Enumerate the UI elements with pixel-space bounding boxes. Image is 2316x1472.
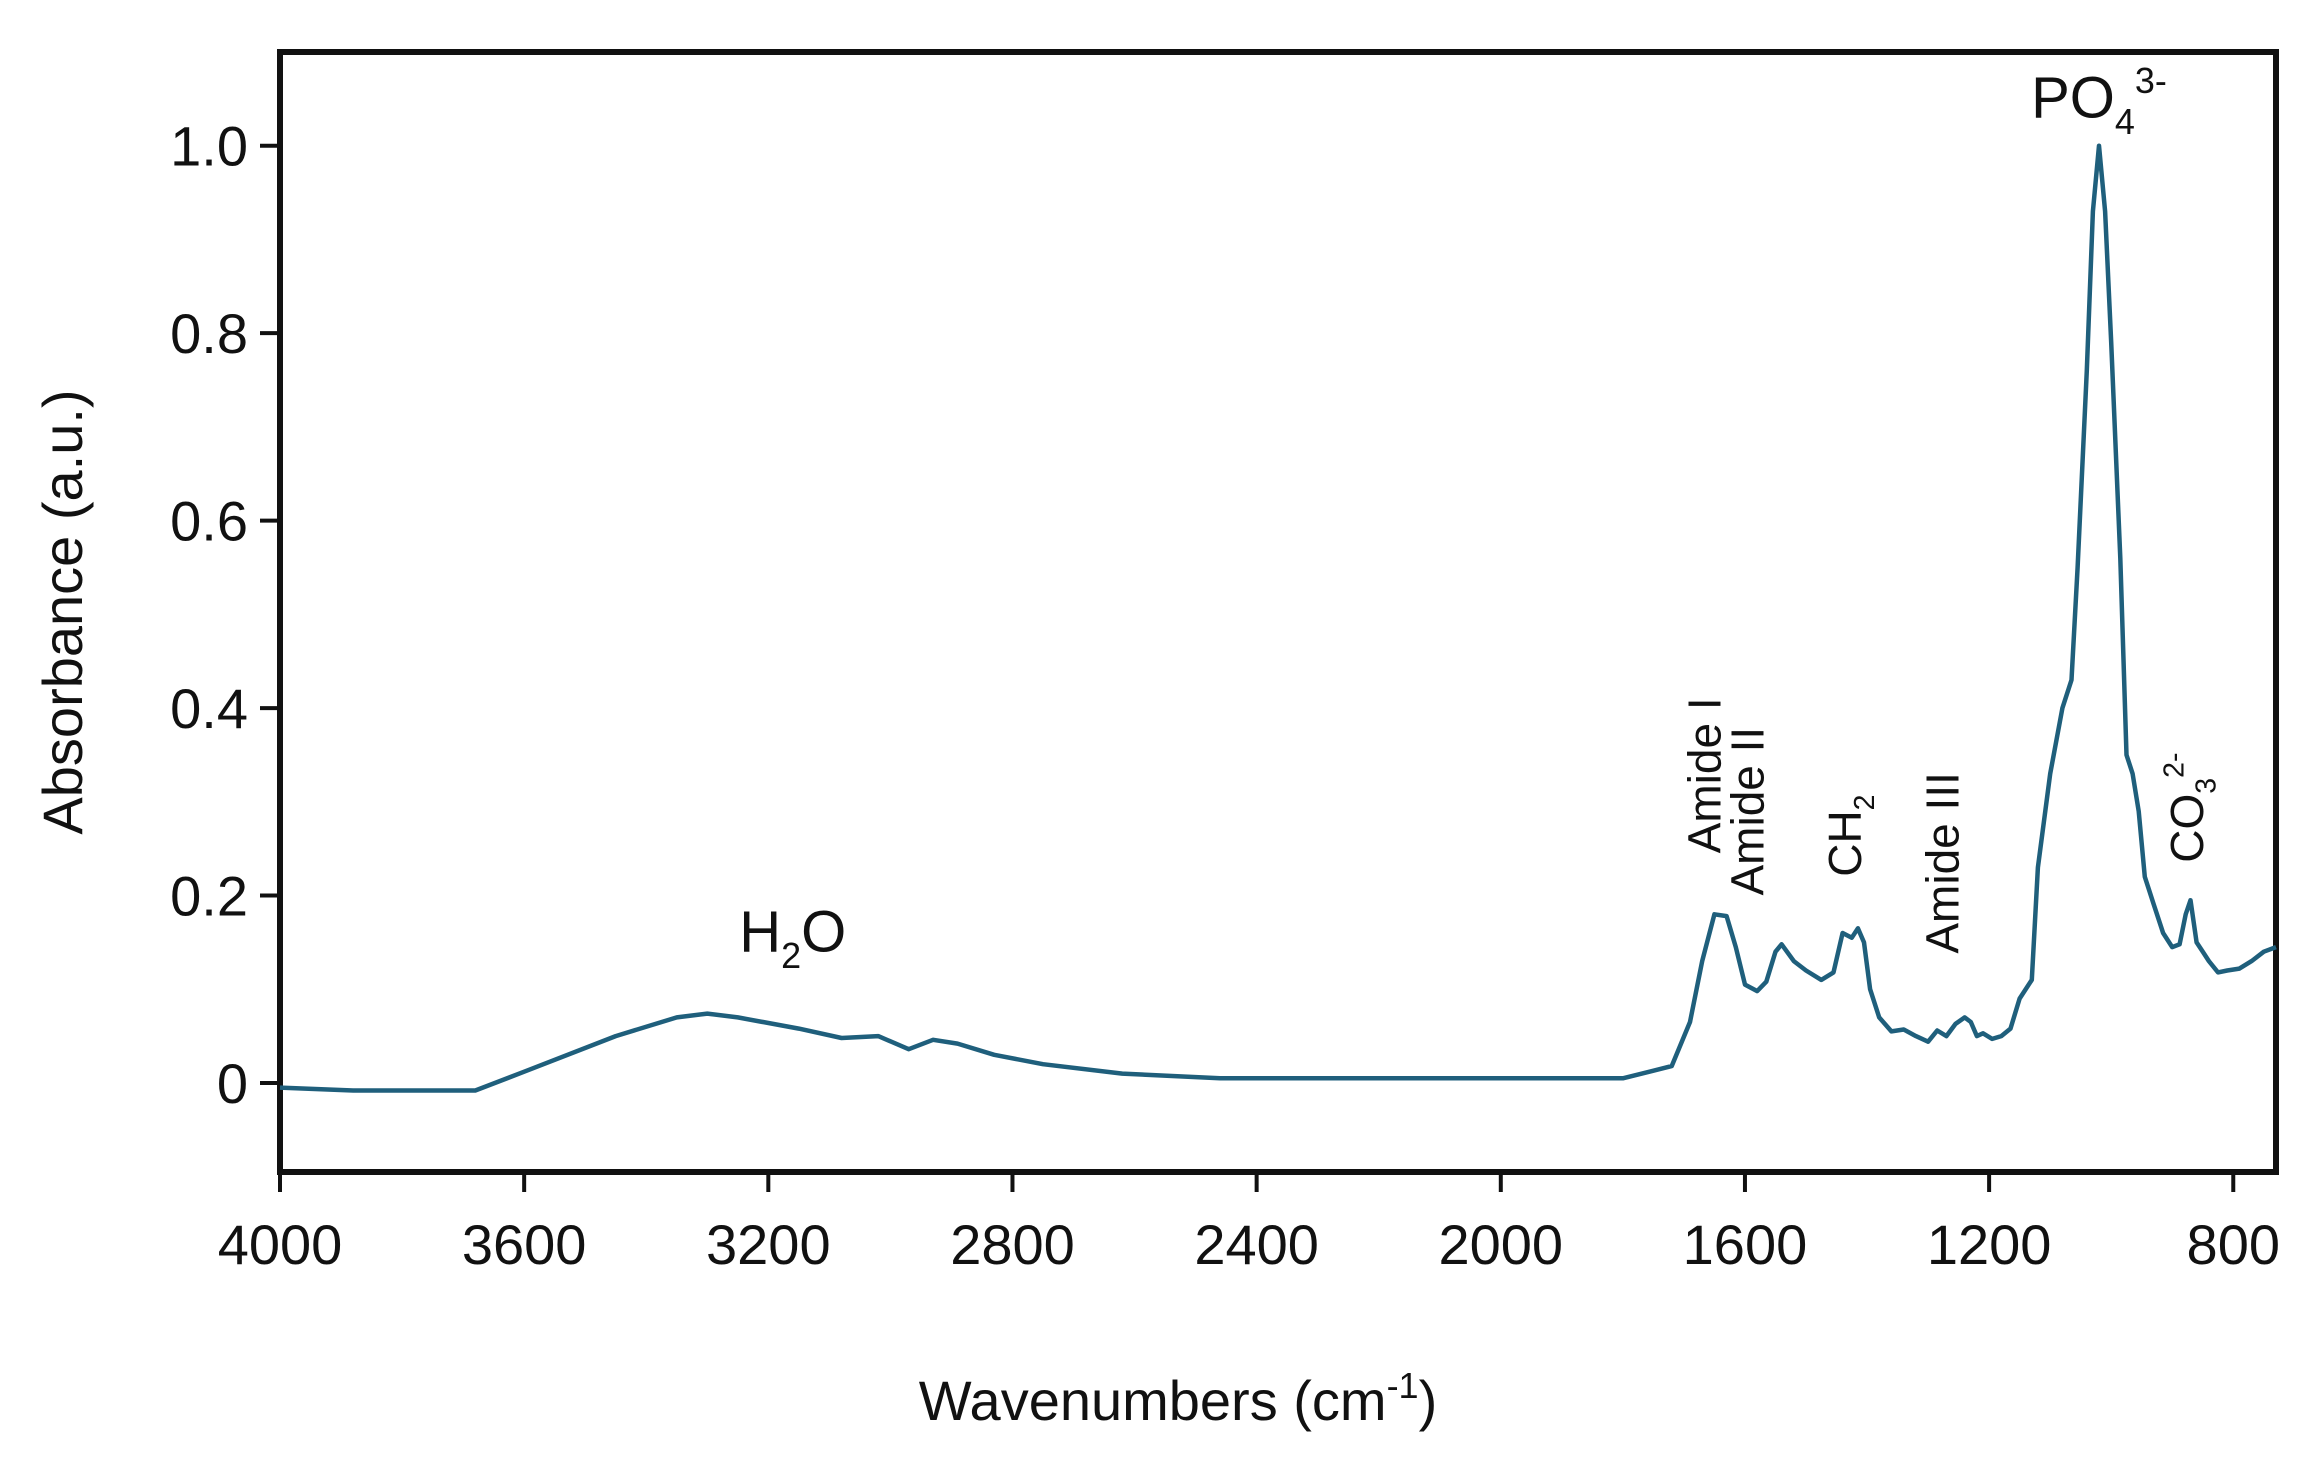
peak-label: H2O xyxy=(739,900,846,976)
peak-label-main: CO xyxy=(2161,794,2213,863)
plot-area xyxy=(277,49,2279,1175)
y-tick-label: 0.2 xyxy=(170,865,248,928)
x-tick-label: 1200 xyxy=(1927,1213,2052,1276)
peak-label-main: Amide III xyxy=(1917,772,1969,954)
peak-label-main: H xyxy=(739,900,781,965)
peak-label-main: Amide I xyxy=(1679,697,1731,853)
peak-label: Amide I xyxy=(1679,697,1731,853)
peak-label-superscript: 3- xyxy=(2135,60,2167,101)
x-tick-label: 1600 xyxy=(1683,1213,1808,1276)
x-axis-label-text: Wavenumbers (cm xyxy=(919,1369,1387,1432)
x-tick-label: 2800 xyxy=(950,1213,1075,1276)
x-axis-label-superscript: -1 xyxy=(1387,1365,1419,1406)
peak-label: Amide II xyxy=(1721,727,1773,896)
y-tick-label: 1.0 xyxy=(170,115,248,178)
x-tick-label: 800 xyxy=(2187,1213,2280,1276)
peak-label: Amide III xyxy=(1917,772,1969,954)
y-tick-label: 0.4 xyxy=(170,677,248,740)
peak-label-subscript: 3 xyxy=(2191,778,2223,794)
x-tick-label: 2000 xyxy=(1439,1213,1564,1276)
x-tick-label: 3600 xyxy=(462,1213,587,1276)
peak-label: CH2 xyxy=(1819,794,1881,876)
series-layer xyxy=(279,143,2277,1093)
peak-label-subscript: 2 xyxy=(1849,794,1881,810)
peak-label-tail: O xyxy=(801,900,846,965)
x-axis-ticks: 4000 3600 3200 2800 2400 2000 1600 1200 800 xyxy=(218,1172,2280,1276)
peak-label: PO43- xyxy=(2031,60,2167,142)
peak-label-main: PO xyxy=(2031,66,2115,131)
x-tick-label: 2400 xyxy=(1194,1213,1319,1276)
peak-label-subscript: 4 xyxy=(2115,101,2135,142)
peak-label-main: CH xyxy=(1819,810,1871,876)
x-axis-label-close: ) xyxy=(1419,1369,1438,1432)
x-axis-label: Wavenumbers (cm-1) xyxy=(919,1365,1437,1432)
x-tick-label: 4000 xyxy=(218,1213,343,1276)
y-tick-label: 0.6 xyxy=(170,490,248,553)
peak-label-main: Amide II xyxy=(1721,727,1773,896)
spectrum-line xyxy=(279,143,2277,1093)
peak-label-superscript: 2- xyxy=(2158,752,2190,777)
y-tick-label: 0 xyxy=(217,1052,248,1115)
y-tick-label: 0.8 xyxy=(170,302,248,365)
peak-label: CO32- xyxy=(2158,752,2222,862)
x-tick-label: 3200 xyxy=(706,1213,831,1276)
y-axis-ticks: 0 0.2 0.4 0.6 0.8 1.0 xyxy=(170,115,280,1115)
y-axis-label: Absorbance (a.u.) xyxy=(31,389,94,834)
peak-label-subscript: 2 xyxy=(781,935,801,976)
